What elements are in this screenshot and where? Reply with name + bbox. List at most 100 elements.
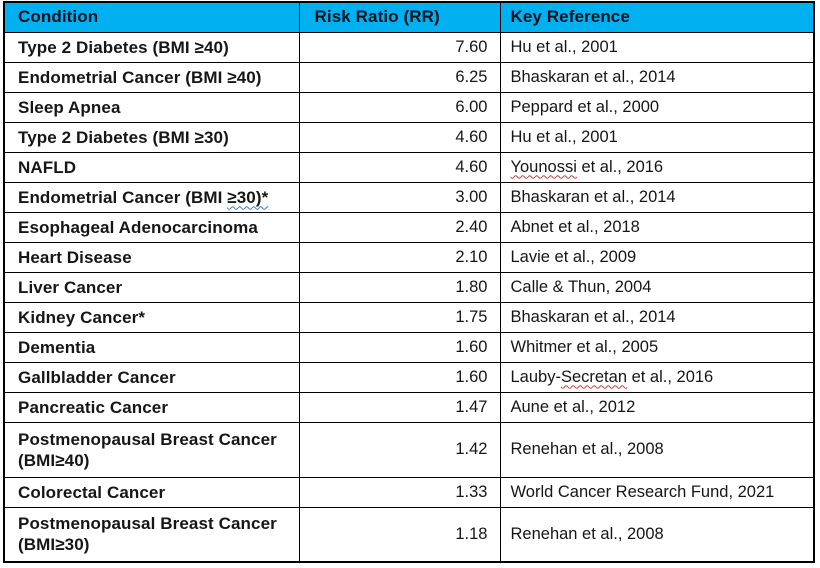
- column-header-condition[interactable]: Condition: [3, 1, 300, 33]
- condition-cell[interactable]: Esophageal Adenocarcinoma: [3, 211, 300, 243]
- reference-cell[interactable]: Lavie et al., 2009: [499, 241, 815, 273]
- reference-cell[interactable]: Renehan et al., 2008: [499, 506, 815, 563]
- spellcheck-marked-text: Secretan: [560, 367, 627, 386]
- risk-ratio-cell[interactable]: 1.18: [298, 506, 501, 563]
- reference-cell[interactable]: Aune et al., 2012: [499, 391, 815, 423]
- risk-ratio-cell[interactable]: 1.60: [298, 331, 501, 363]
- risk-ratio-cell[interactable]: 2.10: [298, 241, 501, 273]
- table-row: Heart Disease 2.10 Lavie et al., 2009: [3, 241, 815, 273]
- risk-ratio-cell[interactable]: 7.60: [298, 31, 501, 63]
- risk-ratio-cell[interactable]: 1.47: [298, 391, 501, 423]
- condition-cell[interactable]: Sleep Apnea: [3, 91, 300, 123]
- text-segment: Peppard et al., 2000: [510, 97, 660, 116]
- risk-ratio-cell[interactable]: 6.25: [298, 61, 501, 93]
- text-segment: Kidney Cancer*: [18, 307, 146, 327]
- text-segment: Bhaskaran et al., 2014: [510, 187, 676, 206]
- text-segment: Hu et al., 2001: [510, 127, 618, 146]
- text-segment: Hu et al., 2001: [510, 37, 618, 56]
- text-segment: et al., 2016: [576, 157, 664, 176]
- text-segment: Sleep Apnea: [18, 97, 121, 117]
- reference-cell[interactable]: Bhaskaran et al., 2014: [499, 301, 815, 333]
- reference-cell[interactable]: Abnet et al., 2018: [499, 211, 815, 243]
- table-row: Gallbladder Cancer 1.60 Lauby-Secretan e…: [3, 361, 815, 393]
- condition-cell[interactable]: Type 2 Diabetes (BMI ≥30): [3, 121, 300, 153]
- table-row: NAFLD 4.60 Younossi et al., 2016: [3, 151, 815, 183]
- text-segment: et al., 2016: [627, 367, 714, 386]
- text-segment: Endometrial Cancer (BMI ≥40): [18, 67, 262, 87]
- table-row: Endometrial Cancer (BMI ≥30)* 3.00 Bhask…: [3, 181, 815, 213]
- text-segment: Endometrial Cancer (BMI: [18, 187, 228, 207]
- column-header-risk-ratio[interactable]: Risk Ratio (RR): [298, 1, 501, 33]
- condition-cell[interactable]: Colorectal Cancer: [3, 476, 300, 508]
- condition-cell[interactable]: Dementia: [3, 331, 300, 363]
- condition-cell[interactable]: Type 2 Diabetes (BMI ≥40): [3, 31, 300, 63]
- table-row: Type 2 Diabetes (BMI ≥40) 7.60 Hu et al.…: [3, 31, 815, 63]
- text-segment: Bhaskaran et al., 2014: [510, 67, 676, 86]
- table-row: Esophageal Adenocarcinoma 2.40 Abnet et …: [3, 211, 815, 243]
- table-row: Dementia 1.60 Whitmer et al., 2005: [3, 331, 815, 363]
- obesity-risk-table: Condition Risk Ratio (RR) Key Reference …: [3, 1, 815, 563]
- risk-ratio-cell[interactable]: 1.33: [298, 476, 501, 508]
- text-segment: Type 2 Diabetes (BMI ≥40): [18, 37, 229, 57]
- reference-cell[interactable]: Hu et al., 2001: [499, 121, 815, 153]
- reference-cell[interactable]: Peppard et al., 2000: [499, 91, 815, 123]
- risk-ratio-cell[interactable]: 4.60: [298, 151, 501, 183]
- text-segment: Lavie et al., 2009: [510, 247, 637, 266]
- text-segment: (BMI≥30): [18, 535, 90, 555]
- text-segment: Liver Cancer: [18, 277, 123, 297]
- condition-cell[interactable]: Kidney Cancer*: [3, 301, 300, 333]
- risk-ratio-cell[interactable]: 3.00: [298, 181, 501, 213]
- condition-cell[interactable]: Gallbladder Cancer: [3, 361, 300, 393]
- text-segment: Bhaskaran et al., 2014: [510, 307, 676, 326]
- text-segment: World Cancer Research Fund, 2021: [510, 482, 775, 501]
- condition-cell[interactable]: Heart Disease: [3, 241, 300, 273]
- reference-cell[interactable]: Whitmer et al., 2005: [499, 331, 815, 363]
- condition-cell[interactable]: Endometrial Cancer (BMI ≥40): [3, 61, 300, 93]
- table-row: Liver Cancer 1.80 Calle & Thun, 2004: [3, 271, 815, 303]
- text-segment: Type 2 Diabetes (BMI ≥30): [18, 127, 229, 147]
- text-segment: Pancreatic Cancer: [18, 397, 169, 417]
- column-header-key-reference[interactable]: Key Reference: [499, 1, 815, 33]
- table-row: Kidney Cancer* 1.75 Bhaskaran et al., 20…: [3, 301, 815, 333]
- reference-cell[interactable]: Lauby-Secretan et al., 2016: [499, 361, 815, 393]
- reference-cell[interactable]: Calle & Thun, 2004: [499, 271, 815, 303]
- text-segment: Calle & Thun, 2004: [510, 277, 652, 296]
- text-segment: Heart Disease: [18, 247, 132, 267]
- risk-ratio-cell[interactable]: 6.00: [298, 91, 501, 123]
- text-segment: Renehan et al., 2008: [510, 524, 664, 543]
- condition-cell[interactable]: Liver Cancer: [3, 271, 300, 303]
- condition-cell[interactable]: Postmenopausal Breast Cancer (BMI≥40): [3, 421, 300, 478]
- risk-ratio-cell[interactable]: 1.75: [298, 301, 501, 333]
- reference-cell[interactable]: Renehan et al., 2008: [499, 421, 815, 478]
- text-segment: Gallbladder Cancer: [18, 367, 176, 387]
- condition-cell[interactable]: NAFLD: [3, 151, 300, 183]
- text-segment: Postmenopausal Breast Cancer: [18, 514, 277, 534]
- text-segment: Dementia: [18, 337, 96, 357]
- table-row: Pancreatic Cancer 1.47 Aune et al., 2012: [3, 391, 815, 423]
- condition-cell[interactable]: Endometrial Cancer (BMI ≥30)*: [3, 181, 300, 213]
- reference-cell[interactable]: Younossi et al., 2016: [499, 151, 815, 183]
- text-segment: Renehan et al., 2008: [510, 440, 664, 458]
- risk-ratio-cell[interactable]: 4.60: [298, 121, 501, 153]
- spellcheck-marked-text: ≥30)*: [227, 187, 269, 207]
- risk-ratio-cell[interactable]: 1.42: [298, 421, 501, 478]
- reference-cell[interactable]: Hu et al., 2001: [499, 31, 815, 63]
- reference-cell[interactable]: World Cancer Research Fund, 2021: [499, 476, 815, 508]
- text-segment: Lauby-: [510, 367, 561, 386]
- text-segment: Whitmer et al., 2005: [510, 337, 659, 356]
- risk-ratio-cell[interactable]: 1.80: [298, 271, 501, 303]
- table-row: Postmenopausal Breast Cancer (BMI≥30) 1.1…: [3, 506, 815, 563]
- condition-cell[interactable]: Postmenopausal Breast Cancer (BMI≥30): [3, 506, 300, 563]
- table-row: Sleep Apnea 6.00 Peppard et al., 2000: [3, 91, 815, 123]
- table-row: Postmenopausal Breast Cancer (BMI≥40) 1.4…: [3, 421, 815, 478]
- header-row: Condition Risk Ratio (RR) Key Reference: [3, 1, 815, 33]
- text-segment: (BMI≥40): [18, 450, 90, 470]
- condition-cell[interactable]: Pancreatic Cancer: [3, 391, 300, 423]
- text-segment: NAFLD: [18, 157, 77, 177]
- risk-ratio-cell[interactable]: 2.40: [298, 211, 501, 243]
- reference-cell[interactable]: Bhaskaran et al., 2014: [499, 181, 815, 213]
- reference-cell[interactable]: Bhaskaran et al., 2014: [499, 61, 815, 93]
- spellcheck-marked-text: Younossi: [510, 157, 577, 176]
- risk-ratio-cell[interactable]: 1.60: [298, 361, 501, 393]
